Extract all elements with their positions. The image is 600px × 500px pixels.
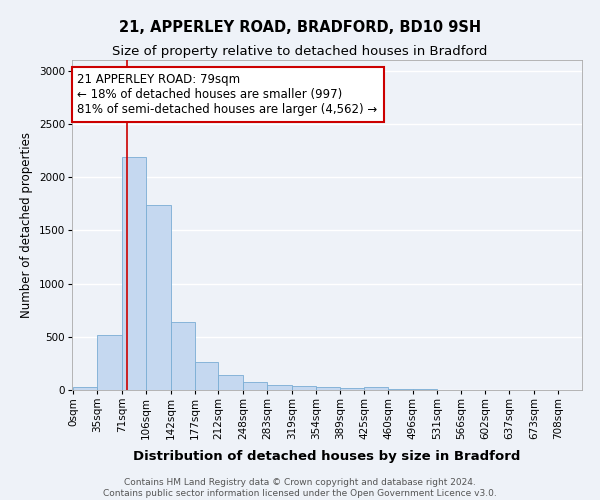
Bar [316, 387, 340, 390]
Bar [267, 384, 292, 390]
Bar [146, 205, 170, 390]
Bar [218, 375, 243, 390]
Y-axis label: Number of detached properties: Number of detached properties [20, 132, 33, 318]
Bar [340, 388, 364, 390]
Text: 21, APPERLEY ROAD, BRADFORD, BD10 9SH: 21, APPERLEY ROAD, BRADFORD, BD10 9SH [119, 20, 481, 35]
Text: 21 APPERLEY ROAD: 79sqm
← 18% of detached houses are smaller (997)
81% of semi-d: 21 APPERLEY ROAD: 79sqm ← 18% of detache… [77, 73, 378, 116]
X-axis label: Distribution of detached houses by size in Bradford: Distribution of detached houses by size … [133, 450, 521, 463]
Bar [364, 388, 388, 390]
Text: Size of property relative to detached houses in Bradford: Size of property relative to detached ho… [112, 45, 488, 58]
Bar [170, 322, 194, 390]
Bar [122, 157, 146, 390]
Text: Contains HM Land Registry data © Crown copyright and database right 2024.
Contai: Contains HM Land Registry data © Crown c… [103, 478, 497, 498]
Bar [97, 334, 122, 390]
Bar [292, 386, 316, 390]
Bar [73, 387, 97, 390]
Bar [243, 382, 267, 390]
Bar [194, 362, 218, 390]
